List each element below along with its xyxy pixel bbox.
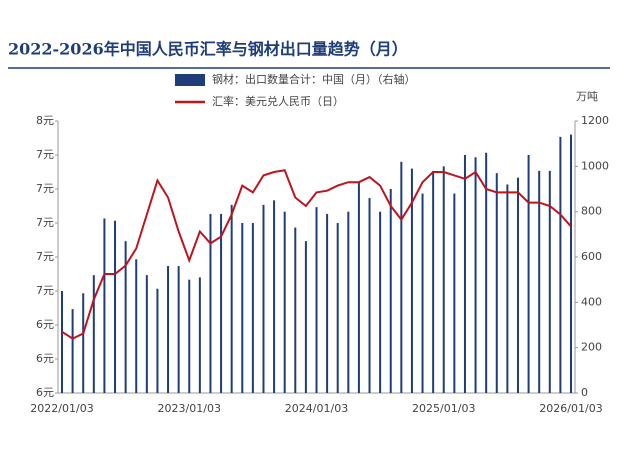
line [61, 169, 572, 340]
bar [92, 275, 95, 393]
y-tick-label: 6元 [36, 386, 54, 399]
bar [400, 161, 403, 393]
y-tick-label: 6元 [36, 318, 54, 331]
y-tick-label: 6元 [36, 352, 54, 365]
bar [516, 177, 519, 393]
legend-label: 汇率：美元兑人民币（日） [212, 94, 344, 108]
bar [506, 184, 509, 393]
bar [145, 275, 148, 393]
bar [548, 170, 551, 393]
y2-tick-label: 400 [581, 295, 602, 308]
x-tick-label: 2026/01/03 [539, 402, 602, 415]
bar [220, 213, 223, 393]
x-tick-label: 2022/01/03 [30, 402, 93, 415]
legend-swatch [175, 74, 205, 86]
y2-tick-label: 1000 [581, 159, 609, 172]
bar [410, 168, 413, 393]
y-tick-label: 7元 [36, 148, 54, 161]
legend-label: 钢材：出口数量合计：中国（月）（右轴） [212, 72, 416, 86]
y-tick-label: 7元 [36, 284, 54, 297]
bar [559, 136, 562, 393]
bar [379, 211, 382, 393]
bar [71, 309, 74, 393]
bar [304, 241, 307, 393]
y2-tick-label: 600 [581, 250, 602, 263]
bar [315, 207, 318, 393]
chart-title: 2022-2026年中国人民币汇率与钢材出口量趋势（月） [8, 40, 408, 59]
bar [336, 223, 339, 393]
bar [527, 155, 530, 393]
bar [230, 204, 233, 393]
bar [114, 220, 117, 393]
x-tick-label: 2025/01/03 [412, 402, 475, 415]
bar [135, 259, 138, 393]
y2-tick-label: 1200 [581, 114, 609, 127]
bar [326, 213, 329, 393]
bar [283, 211, 286, 393]
bar [368, 198, 371, 393]
bar [61, 291, 63, 393]
y2-tick-label: 0 [581, 386, 588, 399]
y2-tick-label: 800 [581, 205, 602, 218]
bar [103, 218, 106, 393]
y2-unit: 万吨 [576, 90, 598, 103]
bar [209, 213, 212, 393]
y-tick-label: 7元 [36, 182, 54, 195]
bar [463, 155, 466, 393]
bar [251, 223, 254, 393]
bar [294, 227, 297, 393]
y2-tick-label: 200 [581, 341, 602, 354]
bar [188, 279, 191, 393]
bar [495, 173, 498, 393]
bar [262, 204, 265, 393]
bar [347, 211, 350, 393]
bar [273, 200, 276, 393]
x-tick-label: 2024/01/03 [285, 402, 348, 415]
y-tick-label: 8元 [36, 114, 54, 127]
bar [389, 189, 392, 393]
bar [357, 182, 360, 393]
bar [241, 223, 244, 393]
bar [485, 152, 488, 393]
bar [156, 288, 159, 393]
y-tick-label: 7元 [36, 216, 54, 229]
bar [432, 170, 435, 393]
bar [453, 193, 456, 393]
bar [570, 134, 572, 393]
y-tick-label: 7元 [36, 250, 54, 263]
x-tick-label: 2023/01/03 [158, 402, 221, 415]
bar [421, 193, 424, 393]
bar [198, 277, 201, 393]
bar [474, 157, 477, 393]
bar [124, 241, 127, 393]
bar [82, 293, 85, 393]
bar [538, 170, 541, 393]
bar [177, 266, 180, 393]
bar [167, 266, 170, 393]
bar [442, 166, 445, 393]
